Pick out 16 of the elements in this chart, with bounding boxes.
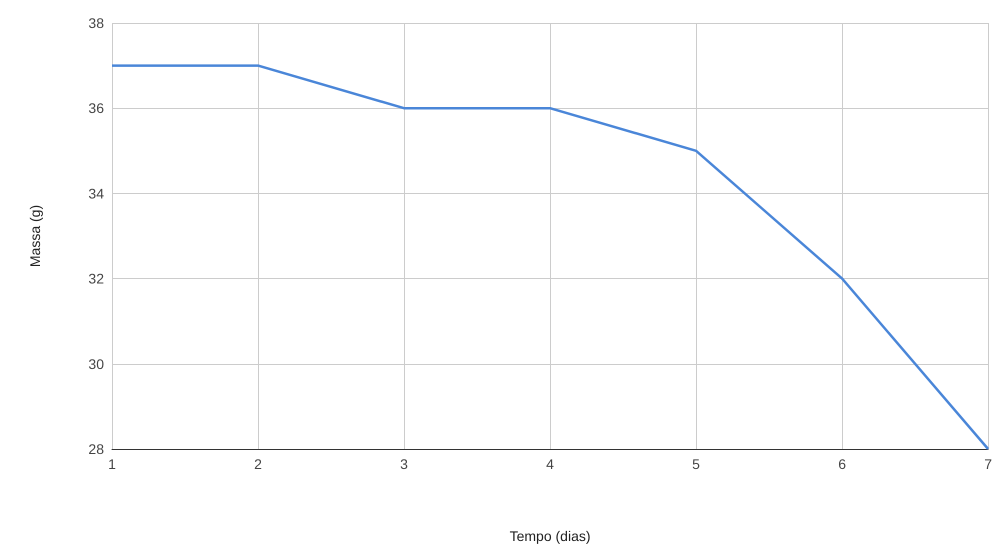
x-tick-label: 4 [546,456,554,472]
x-tick-label: 5 [692,456,700,472]
x-tick-label: 1 [108,456,116,472]
x-tick-label: 7 [984,456,992,472]
y-tick-label: 32 [88,270,104,287]
y-tick-label: 30 [88,356,104,372]
y-tick-label: 28 [88,441,104,457]
y-tick-label: 36 [88,100,104,116]
y-axis-title: Massa (g) [27,204,43,268]
line-series [110,64,990,450]
x-tick-label: 6 [838,456,846,472]
x-tick-label: 3 [400,456,408,472]
x-axis-title: Tempo (dias) [510,528,591,544]
y-tick-label: 34 [88,185,104,202]
y-tick-label: 38 [88,15,104,31]
x-tick-label: 2 [254,456,262,472]
